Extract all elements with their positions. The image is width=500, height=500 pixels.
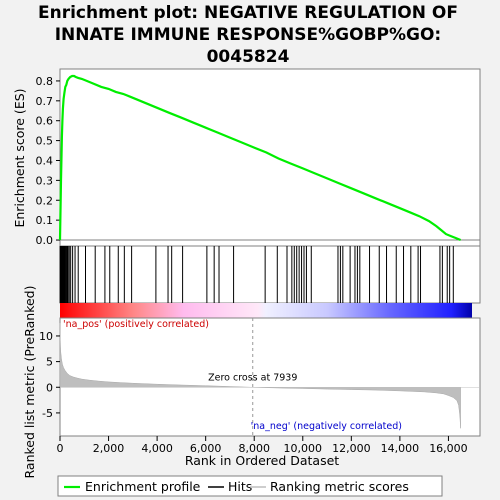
rank-color-bar [60, 303, 472, 318]
es-y-tick-label: 0.6 [36, 115, 54, 128]
zero-cross-label: Zero cross at 7939 [208, 372, 297, 383]
ranking-metric-area [59, 323, 461, 429]
x-axis: 0 2,000 4,000 6,000 8,000 10,000 12,000 14,000 1… [57, 436, 468, 455]
es-y-tick-label: 0.1 [36, 214, 54, 227]
x-tick-label: 2,000 [93, 442, 125, 455]
ranked-y-tick-label: 10 [39, 330, 53, 343]
es-y-tick-label: 0.0 [36, 234, 54, 247]
legend-box [57, 475, 443, 497]
chart-title-line-1: Enrichment plot: NEGATIVE REGULATION OF [38, 3, 458, 23]
es-y-tick-label: 0.4 [36, 154, 54, 167]
hits-panel [59, 245, 481, 304]
es-y-axis: 0.0 0.1 0.2 0.3 0.4 0.5 0.6 0.7 0.8 [36, 75, 60, 247]
ranked-y-tick-label: 5 [46, 356, 53, 369]
hit-markers [59, 246, 454, 303]
chart-title-line-2: INNATE IMMUNE RESPONSE%GOBP%GO: [55, 25, 442, 45]
es-y-tick-label: 0.2 [36, 194, 54, 207]
es-y-tick-label: 0.8 [36, 75, 54, 88]
x-tick-label: 0 [57, 442, 64, 455]
negative-correlation-label: 'na_neg' (negatively correlated) [251, 421, 402, 432]
x-tick-label: 8,000 [238, 442, 270, 455]
es-y-axis-label: Enrichment score (ES) [12, 88, 27, 227]
x-tick-label: 14,000 [381, 442, 420, 455]
x-tick-label: 10,000 [284, 442, 323, 455]
legend: Enrichment profile Hits Ranking metric s… [57, 475, 443, 497]
ranked-panel: -5 0 5 10 Zero cross at 7939 'na_pos' (posi… [22, 286, 481, 479]
legend-hits-label: Hits [228, 479, 252, 494]
ranked-y-axis-label: Ranked list metric (PreRanked) [22, 286, 37, 479]
ranked-plot-area [59, 317, 481, 437]
es-panel: 0.0 0.1 0.2 0.3 0.4 0.5 0.6 0.7 0.8 Enrichment s… [12, 68, 481, 247]
legend-ranking-label: Ranking metric scores [270, 479, 409, 494]
x-axis-label: Rank in Ordered Dataset [185, 453, 339, 468]
ranked-y-tick-label: -5 [42, 407, 53, 420]
x-tick-label: 4,000 [141, 442, 173, 455]
enrichment-profile-line [58, 74, 462, 242]
es-y-tick-label: 0.7 [36, 95, 54, 108]
hits-plot-area [59, 245, 481, 304]
x-tick-label: 6,000 [190, 442, 222, 455]
es-plot-area [59, 68, 481, 247]
positive-correlation-label: 'na_pos' (positively correlated) [63, 319, 209, 330]
chart-title-line-3: 0045824 [207, 47, 290, 67]
legend-enrichment-label: Enrichment profile [85, 479, 201, 494]
ranked-y-axis: -5 0 5 10 [39, 330, 60, 420]
es-y-tick-label: 0.3 [36, 174, 54, 187]
x-tick-label: 12,000 [332, 442, 371, 455]
ranked-y-tick-label: 0 [46, 381, 53, 394]
es-y-tick-label: 0.5 [36, 135, 54, 148]
x-tick-label: 16,000 [429, 442, 468, 455]
